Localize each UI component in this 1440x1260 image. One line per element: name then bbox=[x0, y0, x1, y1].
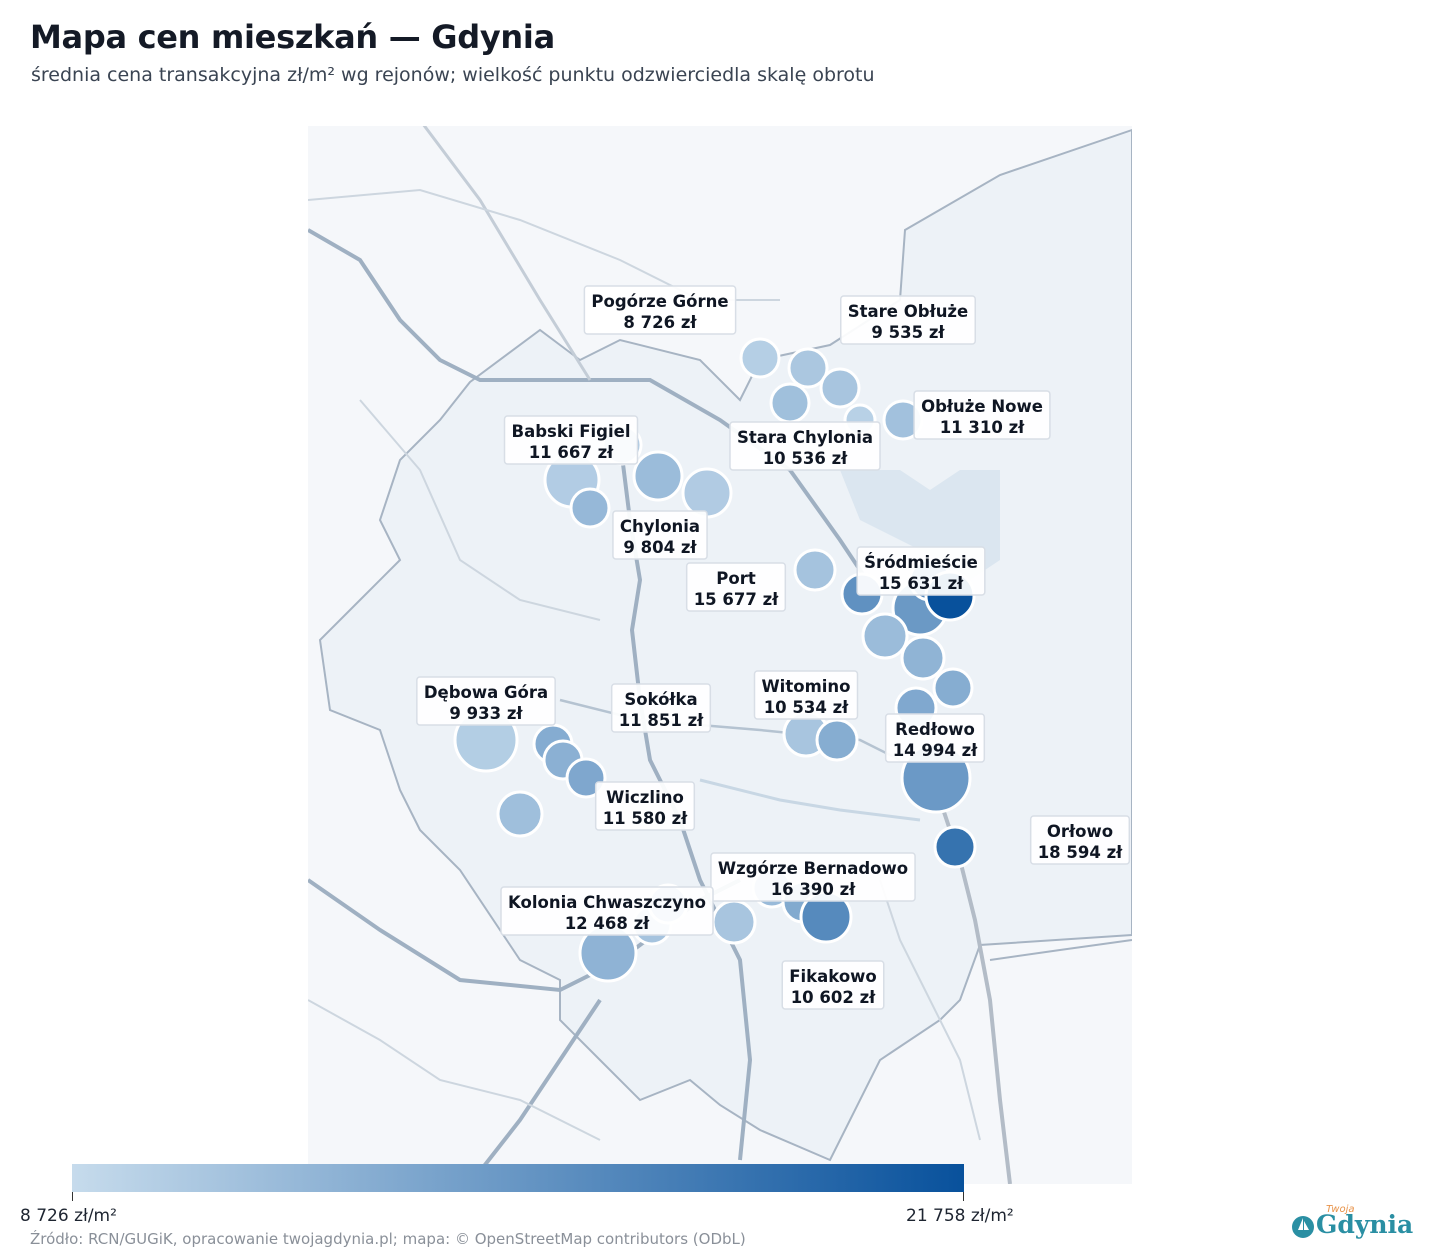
price-point bbox=[861, 612, 909, 660]
district-name: Stara Chylonia bbox=[737, 428, 873, 447]
district-price: 11 667 zł bbox=[529, 443, 614, 462]
logo-small-text: Twoja bbox=[1326, 1204, 1355, 1215]
price-point bbox=[933, 825, 977, 869]
district-price: 11 310 zł bbox=[940, 418, 1025, 437]
district-name: Stare Obłuże bbox=[848, 302, 968, 321]
district-label: Chylonia 9 804 zł bbox=[612, 510, 708, 560]
price-point bbox=[569, 487, 611, 529]
district-label-box bbox=[913, 390, 1051, 440]
district-label: Stara Chylonia 10 536 zł bbox=[729, 421, 881, 471]
district-label: Witomino 10 534 zł bbox=[753, 670, 859, 720]
scale-max-tick bbox=[963, 1192, 964, 1201]
district-label-box bbox=[753, 670, 859, 720]
price-point bbox=[815, 718, 859, 762]
district-name: Port bbox=[716, 569, 756, 588]
district-price: 9 933 zł bbox=[449, 704, 523, 723]
district-label: Sokółka 11 851 zł bbox=[610, 683, 712, 733]
district-name: Śródmieście bbox=[864, 553, 978, 572]
district-label-box bbox=[612, 510, 708, 560]
scale-max-label: 21 758 zł/m² bbox=[906, 1206, 1014, 1226]
gdynia-logo: Twoja Gdynia bbox=[1290, 1204, 1414, 1246]
district-label: Obłuże Nowe 11 310 zł bbox=[913, 390, 1051, 440]
source-note: Źródło: RCN/GUGiK, opracowanie twojagdyn… bbox=[30, 1230, 746, 1248]
district-name: Redłowo bbox=[895, 720, 975, 739]
district-price: 10 534 zł bbox=[764, 698, 849, 717]
district-label: Orłowo 18 594 zł bbox=[1029, 815, 1131, 865]
district-name: Kolonia Chwaszczyno bbox=[508, 893, 706, 912]
district-labels: Pogórze Górne 8 726 zł Stare Obłuże 9 535 z… bbox=[416, 285, 1131, 1010]
district-label-box bbox=[685, 562, 787, 612]
district-label: Dębowa Góra 9 933 zł bbox=[416, 676, 556, 726]
district-name: Babski Figiel bbox=[512, 422, 631, 441]
sailboat-icon bbox=[1292, 1216, 1314, 1238]
page-title: Mapa cen mieszkań — Gdynia bbox=[30, 18, 555, 56]
district-name: Pogórze Górne bbox=[591, 292, 728, 311]
district-name: Obłuże Nowe bbox=[921, 397, 1043, 416]
district-label-box bbox=[610, 683, 712, 733]
price-point bbox=[900, 635, 946, 681]
district-price: 14 994 zł bbox=[893, 741, 978, 760]
district-label: Stare Obłuże 9 535 zł bbox=[840, 295, 976, 345]
district-price: 9 535 zł bbox=[871, 323, 945, 342]
district-label-box bbox=[710, 852, 916, 902]
district-price: 8 726 zł bbox=[623, 313, 697, 332]
district-label-box bbox=[856, 546, 986, 596]
district-name: Orłowo bbox=[1047, 822, 1113, 841]
district-label-box bbox=[594, 781, 696, 831]
district-label: Wiczlino 11 580 zł bbox=[594, 781, 696, 831]
price-point bbox=[793, 548, 837, 592]
district-price: 11 851 zł bbox=[619, 711, 704, 730]
price-point bbox=[769, 382, 811, 424]
color-scale-bar bbox=[72, 1164, 964, 1192]
district-name: Witomino bbox=[761, 677, 850, 696]
district-label: Fikakowo 10 602 zł bbox=[781, 960, 885, 1010]
district-price: 15 677 zł bbox=[694, 590, 779, 609]
price-point bbox=[496, 790, 544, 838]
district-label-box bbox=[500, 886, 714, 936]
page-subtitle: średnia cena transakcyjna zł/m² wg rejon… bbox=[31, 64, 875, 86]
scale-min-tick bbox=[72, 1192, 73, 1201]
district-price: 9 804 zł bbox=[623, 538, 697, 557]
district-label-box bbox=[840, 295, 976, 345]
price-point bbox=[819, 367, 861, 409]
district-label: Wzgórze Bernadowo 16 390 zł bbox=[710, 852, 916, 902]
district-price: 12 468 zł bbox=[565, 914, 650, 933]
district-name: Dębowa Góra bbox=[424, 683, 548, 702]
district-label: Śródmieście 15 631 zł bbox=[856, 546, 986, 596]
price-point bbox=[632, 450, 684, 502]
district-label-box bbox=[503, 415, 639, 465]
district-name: Fikakowo bbox=[789, 967, 876, 986]
district-label: Kolonia Chwaszczyno 12 468 zł bbox=[500, 886, 714, 936]
district-label: Pogórze Górne 8 726 zł bbox=[583, 285, 737, 335]
logo-word: Gdynia bbox=[1316, 1210, 1414, 1239]
price-point bbox=[932, 667, 974, 709]
district-price: 16 390 zł bbox=[771, 880, 856, 899]
price-point bbox=[711, 899, 757, 945]
scale-min-label: 8 726 zł/m² bbox=[20, 1206, 117, 1226]
district-price: 18 594 zł bbox=[1038, 843, 1123, 862]
district-label: Redłowo 14 994 zł bbox=[884, 713, 986, 763]
district-label: Port 15 677 zł bbox=[685, 562, 787, 612]
basemap bbox=[308, 126, 1132, 1184]
district-price: 15 631 zł bbox=[879, 574, 964, 593]
district-label-box bbox=[781, 960, 885, 1010]
district-label-box bbox=[729, 421, 881, 471]
district-name: Wzgórze Bernadowo bbox=[718, 859, 908, 878]
district-name: Sokółka bbox=[624, 690, 697, 709]
price-point bbox=[681, 467, 733, 519]
district-price: 11 580 zł bbox=[603, 809, 688, 828]
district-label-box bbox=[1029, 815, 1131, 865]
district-label: Babski Figiel 11 667 zł bbox=[503, 415, 639, 465]
district-label-box bbox=[884, 713, 986, 763]
price-point bbox=[739, 337, 781, 379]
district-price: 10 602 zł bbox=[791, 988, 876, 1007]
district-price: 10 536 zł bbox=[763, 449, 848, 468]
price-point bbox=[787, 347, 829, 389]
district-name: Chylonia bbox=[620, 517, 700, 536]
district-name: Wiczlino bbox=[606, 788, 684, 807]
district-label-box bbox=[416, 676, 556, 726]
district-label-box bbox=[583, 285, 737, 335]
